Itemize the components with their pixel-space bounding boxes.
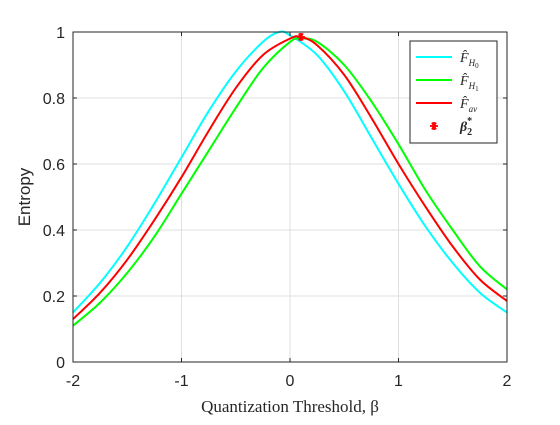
x-tick-label: 1 [394, 373, 403, 390]
x-tick-label: 2 [503, 373, 512, 390]
y-tick-label: 1 [56, 25, 65, 42]
x-tick-label: -2 [66, 373, 80, 390]
legend-entry-base: β [459, 120, 468, 135]
y-tick-label: 0.6 [43, 157, 65, 174]
y-axis-label: Entropy [15, 167, 34, 226]
y-tick-label: 0.8 [43, 91, 65, 108]
legend-entry-sub: H [468, 58, 476, 68]
legend-entry-base: F̂ [459, 96, 469, 112]
marker-group [296, 32, 305, 41]
y-tick-label: 0 [56, 355, 65, 372]
legend-entry-base: F̂ [459, 73, 469, 89]
y-tick-label: 0.2 [43, 289, 65, 306]
x-axis-label: Quantization Threshold, β [201, 397, 379, 416]
x-tick-label: 0 [286, 373, 295, 390]
legend: F̂H0F̂H1F̂avβ* 2 [409, 40, 498, 144]
legend-entry-base: F̂ [459, 50, 469, 66]
legend-entry-subsub: 0 [475, 62, 479, 70]
legend-entry-label: F̂H0 [459, 50, 479, 70]
x-tick-label: -1 [174, 373, 188, 390]
optimal-threshold-marker [296, 32, 305, 41]
legend-entry-sub: H [468, 81, 476, 91]
legend-marker-swatch [430, 122, 438, 130]
axis-ticks: -2 -1 0 1 2 0 0.2 0.4 0.6 0.8 1 [43, 25, 512, 390]
legend-entry-label: β* 2 [459, 116, 472, 138]
legend-entry-subsub: 1 [475, 85, 479, 93]
series-line-fav [72, 35, 508, 320]
y-tick-label: 0.4 [43, 223, 65, 240]
legend-entry-sup: * [467, 116, 472, 127]
series-line-fh1 [72, 37, 508, 327]
legend-entry-sub: 2 [467, 127, 472, 138]
legend-entry-sub: av [469, 104, 478, 114]
legend-entry-label: F̂H1 [459, 73, 479, 93]
legend-entry-label: F̂av [459, 96, 477, 114]
